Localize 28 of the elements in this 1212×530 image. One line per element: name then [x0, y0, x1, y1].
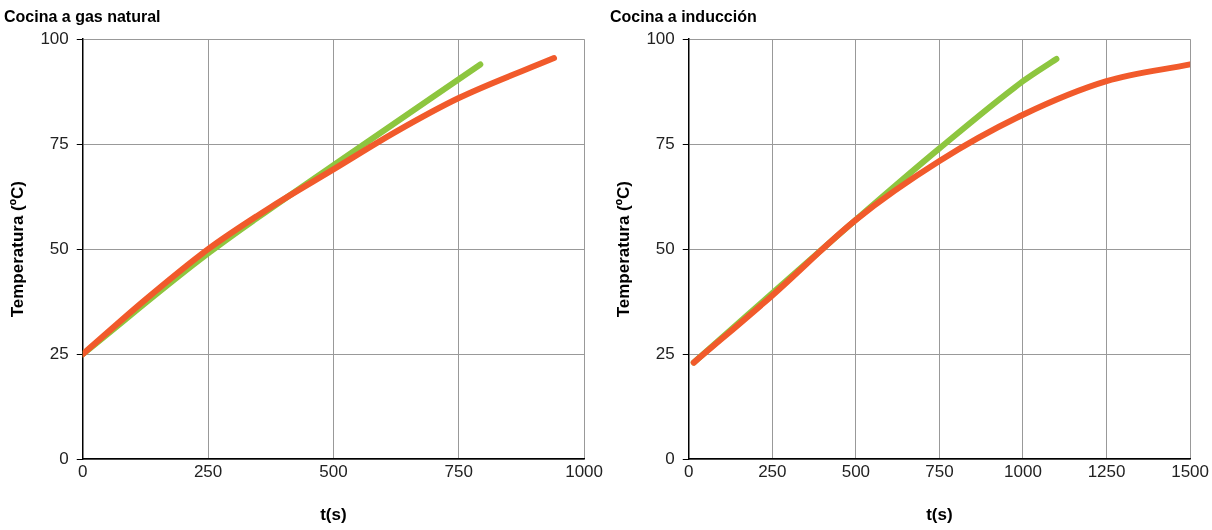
x-tick-label: 1250 — [1087, 462, 1126, 482]
x-tick-label: 0 — [78, 462, 88, 482]
x-axis-title: t(s) — [926, 505, 953, 525]
x-tick-label: 0 — [684, 462, 694, 482]
y-tick-label: 75 — [49, 133, 69, 153]
y-axis-title: Temperatura (ºC) — [613, 181, 633, 318]
x-tick-label: 1500 — [1171, 462, 1209, 482]
y-tick-label: 100 — [40, 28, 69, 48]
x-tick-label: 750 — [925, 462, 954, 482]
x-tick-label: 1000 — [565, 462, 603, 482]
y-tick-label: 100 — [646, 28, 675, 48]
y-tick-label: 0 — [59, 448, 69, 468]
y-tick-label: 25 — [49, 343, 69, 363]
y-tick-label: 50 — [655, 238, 675, 258]
x-tick-label: 750 — [444, 462, 473, 482]
y-tick-label: 25 — [655, 343, 675, 363]
chart-title: Cocina a gas natural — [4, 8, 161, 26]
y-tick-label: 75 — [655, 133, 675, 153]
x-tick-label: 500 — [841, 462, 871, 482]
y-tick-label: 0 — [665, 448, 675, 468]
x-axis-title: t(s) — [320, 505, 347, 525]
y-tick-label: 50 — [49, 238, 69, 258]
y-axis-title: Temperatura (ºC) — [7, 181, 27, 318]
chart-title: Cocina a inducción — [610, 8, 757, 26]
x-tick-label: 250 — [758, 462, 787, 482]
x-tick-label: 500 — [319, 462, 348, 482]
x-tick-label: 1000 — [1004, 462, 1042, 482]
x-tick-label: 250 — [193, 462, 223, 482]
